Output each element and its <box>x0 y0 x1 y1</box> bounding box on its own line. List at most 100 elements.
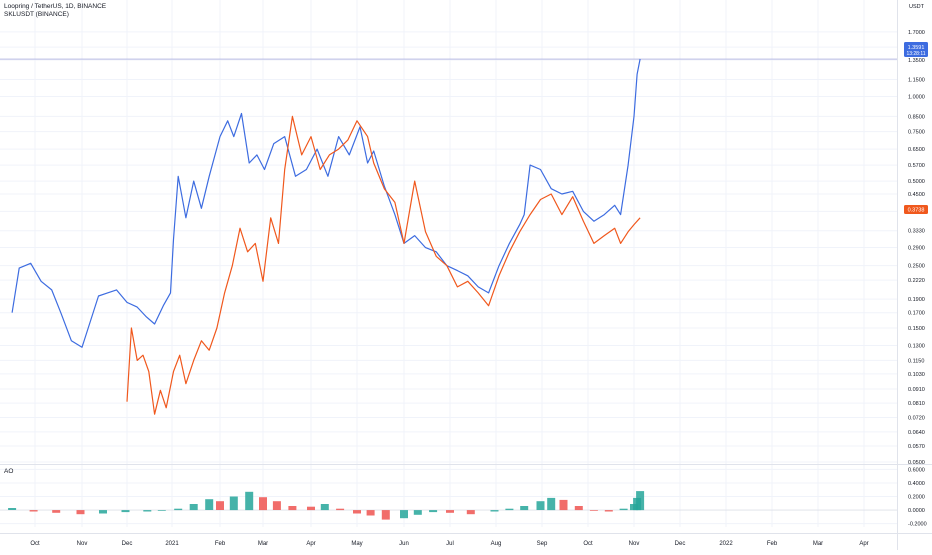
x-tick-label[interactable]: Nov <box>629 541 640 547</box>
x-tick-label[interactable]: Apr <box>859 541 868 547</box>
x-tick-label[interactable]: Mar <box>813 541 823 547</box>
y-tick-label[interactable]: 1.0000 <box>908 95 925 101</box>
ao-bar[interactable] <box>321 504 329 510</box>
ao-bar[interactable] <box>143 510 151 511</box>
y-tick-label[interactable]: 0.6500 <box>908 147 925 153</box>
y-tick-label[interactable]: 0.1900 <box>908 297 925 303</box>
ao-bar[interactable] <box>288 506 296 510</box>
ao-bar[interactable] <box>520 506 528 510</box>
ao-bar[interactable] <box>429 510 437 512</box>
y-tick-label[interactable]: 0.8500 <box>908 114 925 120</box>
y-tick-label[interactable]: 0.5000 <box>908 179 925 185</box>
ao-bar[interactable] <box>560 500 568 510</box>
ao-bar[interactable] <box>353 510 361 513</box>
compare-symbol-legend[interactable]: SKLUSDT (BINANCE) <box>4 11 69 18</box>
ao-bar[interactable] <box>245 492 253 510</box>
ao-bar[interactable] <box>400 510 408 518</box>
ao-bar[interactable] <box>605 510 613 511</box>
x-tick-label[interactable]: 2021 <box>165 541 179 547</box>
ao-bar[interactable] <box>505 509 513 510</box>
y-tick-label[interactable]: 1.3500 <box>908 58 925 64</box>
x-tick-label[interactable]: Feb <box>767 541 778 547</box>
price-scale[interactable]: 1.70001.50001.35001.15001.00000.85000.75… <box>908 4 927 528</box>
ao-bar[interactable] <box>537 501 545 510</box>
y-tick-label[interactable]: 0.3330 <box>908 229 925 235</box>
x-tick-label[interactable]: Sep <box>537 541 548 547</box>
ao-bar[interactable] <box>52 510 60 513</box>
ao-bar[interactable] <box>590 510 598 511</box>
main-symbol-legend[interactable]: Loopring / TetherUS, 1D, BINANCE <box>4 3 106 10</box>
ao-tick-label[interactable]: 0.6000 <box>908 467 925 473</box>
ao-bar[interactable] <box>259 497 267 510</box>
y-tick-label[interactable]: 1.1500 <box>908 78 925 84</box>
x-tick-label[interactable]: Oct <box>583 541 593 547</box>
ao-bar[interactable] <box>230 497 238 511</box>
ao-bar[interactable] <box>367 510 375 515</box>
ao-bar[interactable] <box>216 501 224 510</box>
y-tick-label[interactable]: 0.1700 <box>908 311 925 317</box>
y-tick-label[interactable]: 0.1500 <box>908 326 925 332</box>
x-tick-label[interactable]: Jun <box>399 541 409 547</box>
ao-tick-label[interactable]: 0.2000 <box>908 495 925 501</box>
x-tick-label[interactable]: Oct <box>30 541 40 547</box>
y-tick-label[interactable]: 0.1030 <box>908 372 925 378</box>
y-tick-label[interactable]: 0.0810 <box>908 401 925 407</box>
grid <box>0 0 897 527</box>
y-tick-label[interactable]: 0.1300 <box>908 343 925 349</box>
ao-bar[interactable] <box>30 510 38 511</box>
x-tick-label[interactable]: Feb <box>215 541 226 547</box>
y-tick-label[interactable]: 0.0500 <box>908 460 925 466</box>
series-primary[interactable] <box>12 59 640 347</box>
y-tick-label[interactable]: 1.7000 <box>908 30 925 36</box>
series-line[interactable] <box>12 59 640 347</box>
ao-tick-label[interactable]: 0.0000 <box>908 508 925 514</box>
y-tick-label[interactable]: 0.2500 <box>908 264 925 270</box>
ao-bar[interactable] <box>467 510 475 514</box>
ao-bar[interactable] <box>491 510 499 511</box>
x-tick-label[interactable]: Jul <box>446 541 454 547</box>
ao-bar[interactable] <box>99 510 107 513</box>
ao-bar[interactable] <box>414 510 422 515</box>
x-tick-label[interactable]: Aug <box>491 541 502 547</box>
x-tick-label[interactable]: Dec <box>675 541 686 547</box>
y-tick-label[interactable]: 0.0720 <box>908 416 925 422</box>
ao-bar[interactable] <box>190 504 198 510</box>
y-tick-label[interactable]: 0.5700 <box>908 163 925 169</box>
ao-bar[interactable] <box>446 510 454 513</box>
x-tick-label[interactable]: Mar <box>258 541 268 547</box>
x-tick-label[interactable]: May <box>351 541 362 547</box>
y-tick-label[interactable]: 0.7500 <box>908 130 925 136</box>
ao-bar[interactable] <box>122 510 130 512</box>
ao-bar[interactable] <box>620 509 628 510</box>
ao-tick-label[interactable]: 0.4000 <box>908 481 925 487</box>
y-tick-label[interactable]: 0.0910 <box>908 387 925 393</box>
y-tick-label[interactable]: 0.4500 <box>908 192 925 198</box>
x-tick-label[interactable]: Nov <box>77 541 88 547</box>
price-pane[interactable] <box>12 59 640 414</box>
y-tick-label[interactable]: 0.0570 <box>908 444 925 450</box>
ao-bar[interactable] <box>307 507 315 510</box>
ao-bar[interactable] <box>547 498 555 510</box>
ao-indicator-label[interactable]: AO <box>4 468 13 475</box>
ao-bar[interactable] <box>575 506 583 510</box>
ao-bar[interactable] <box>205 499 213 510</box>
ao-bar[interactable] <box>77 510 85 514</box>
y-tick-label[interactable]: 0.2900 <box>908 246 925 252</box>
y-tick-label[interactable]: 0.1150 <box>908 358 924 364</box>
time-scale[interactable]: Oct Nov Dec 2021 Feb Mar Apr May Jun Jul Aug Sep Oct… <box>30 541 868 547</box>
y-tick-label[interactable]: 0.0640 <box>908 430 925 436</box>
x-tick-label[interactable]: Dec <box>122 541 133 547</box>
ao-bar[interactable] <box>336 509 344 510</box>
ao-bar[interactable] <box>273 501 281 510</box>
x-tick-label[interactable]: 2022 <box>719 541 733 547</box>
ao-pane[interactable] <box>0 491 897 519</box>
y-tick-label[interactable]: 0.2220 <box>908 278 925 284</box>
x-tick-label[interactable]: Apr <box>306 541 315 547</box>
ao-bar[interactable] <box>174 509 182 510</box>
ao-bar[interactable] <box>158 510 166 511</box>
ao-bar[interactable] <box>636 491 644 510</box>
ao-bar[interactable] <box>382 510 390 519</box>
ao-tick-label[interactable]: -0.2000 <box>908 522 927 528</box>
ao-bar[interactable] <box>8 508 16 510</box>
